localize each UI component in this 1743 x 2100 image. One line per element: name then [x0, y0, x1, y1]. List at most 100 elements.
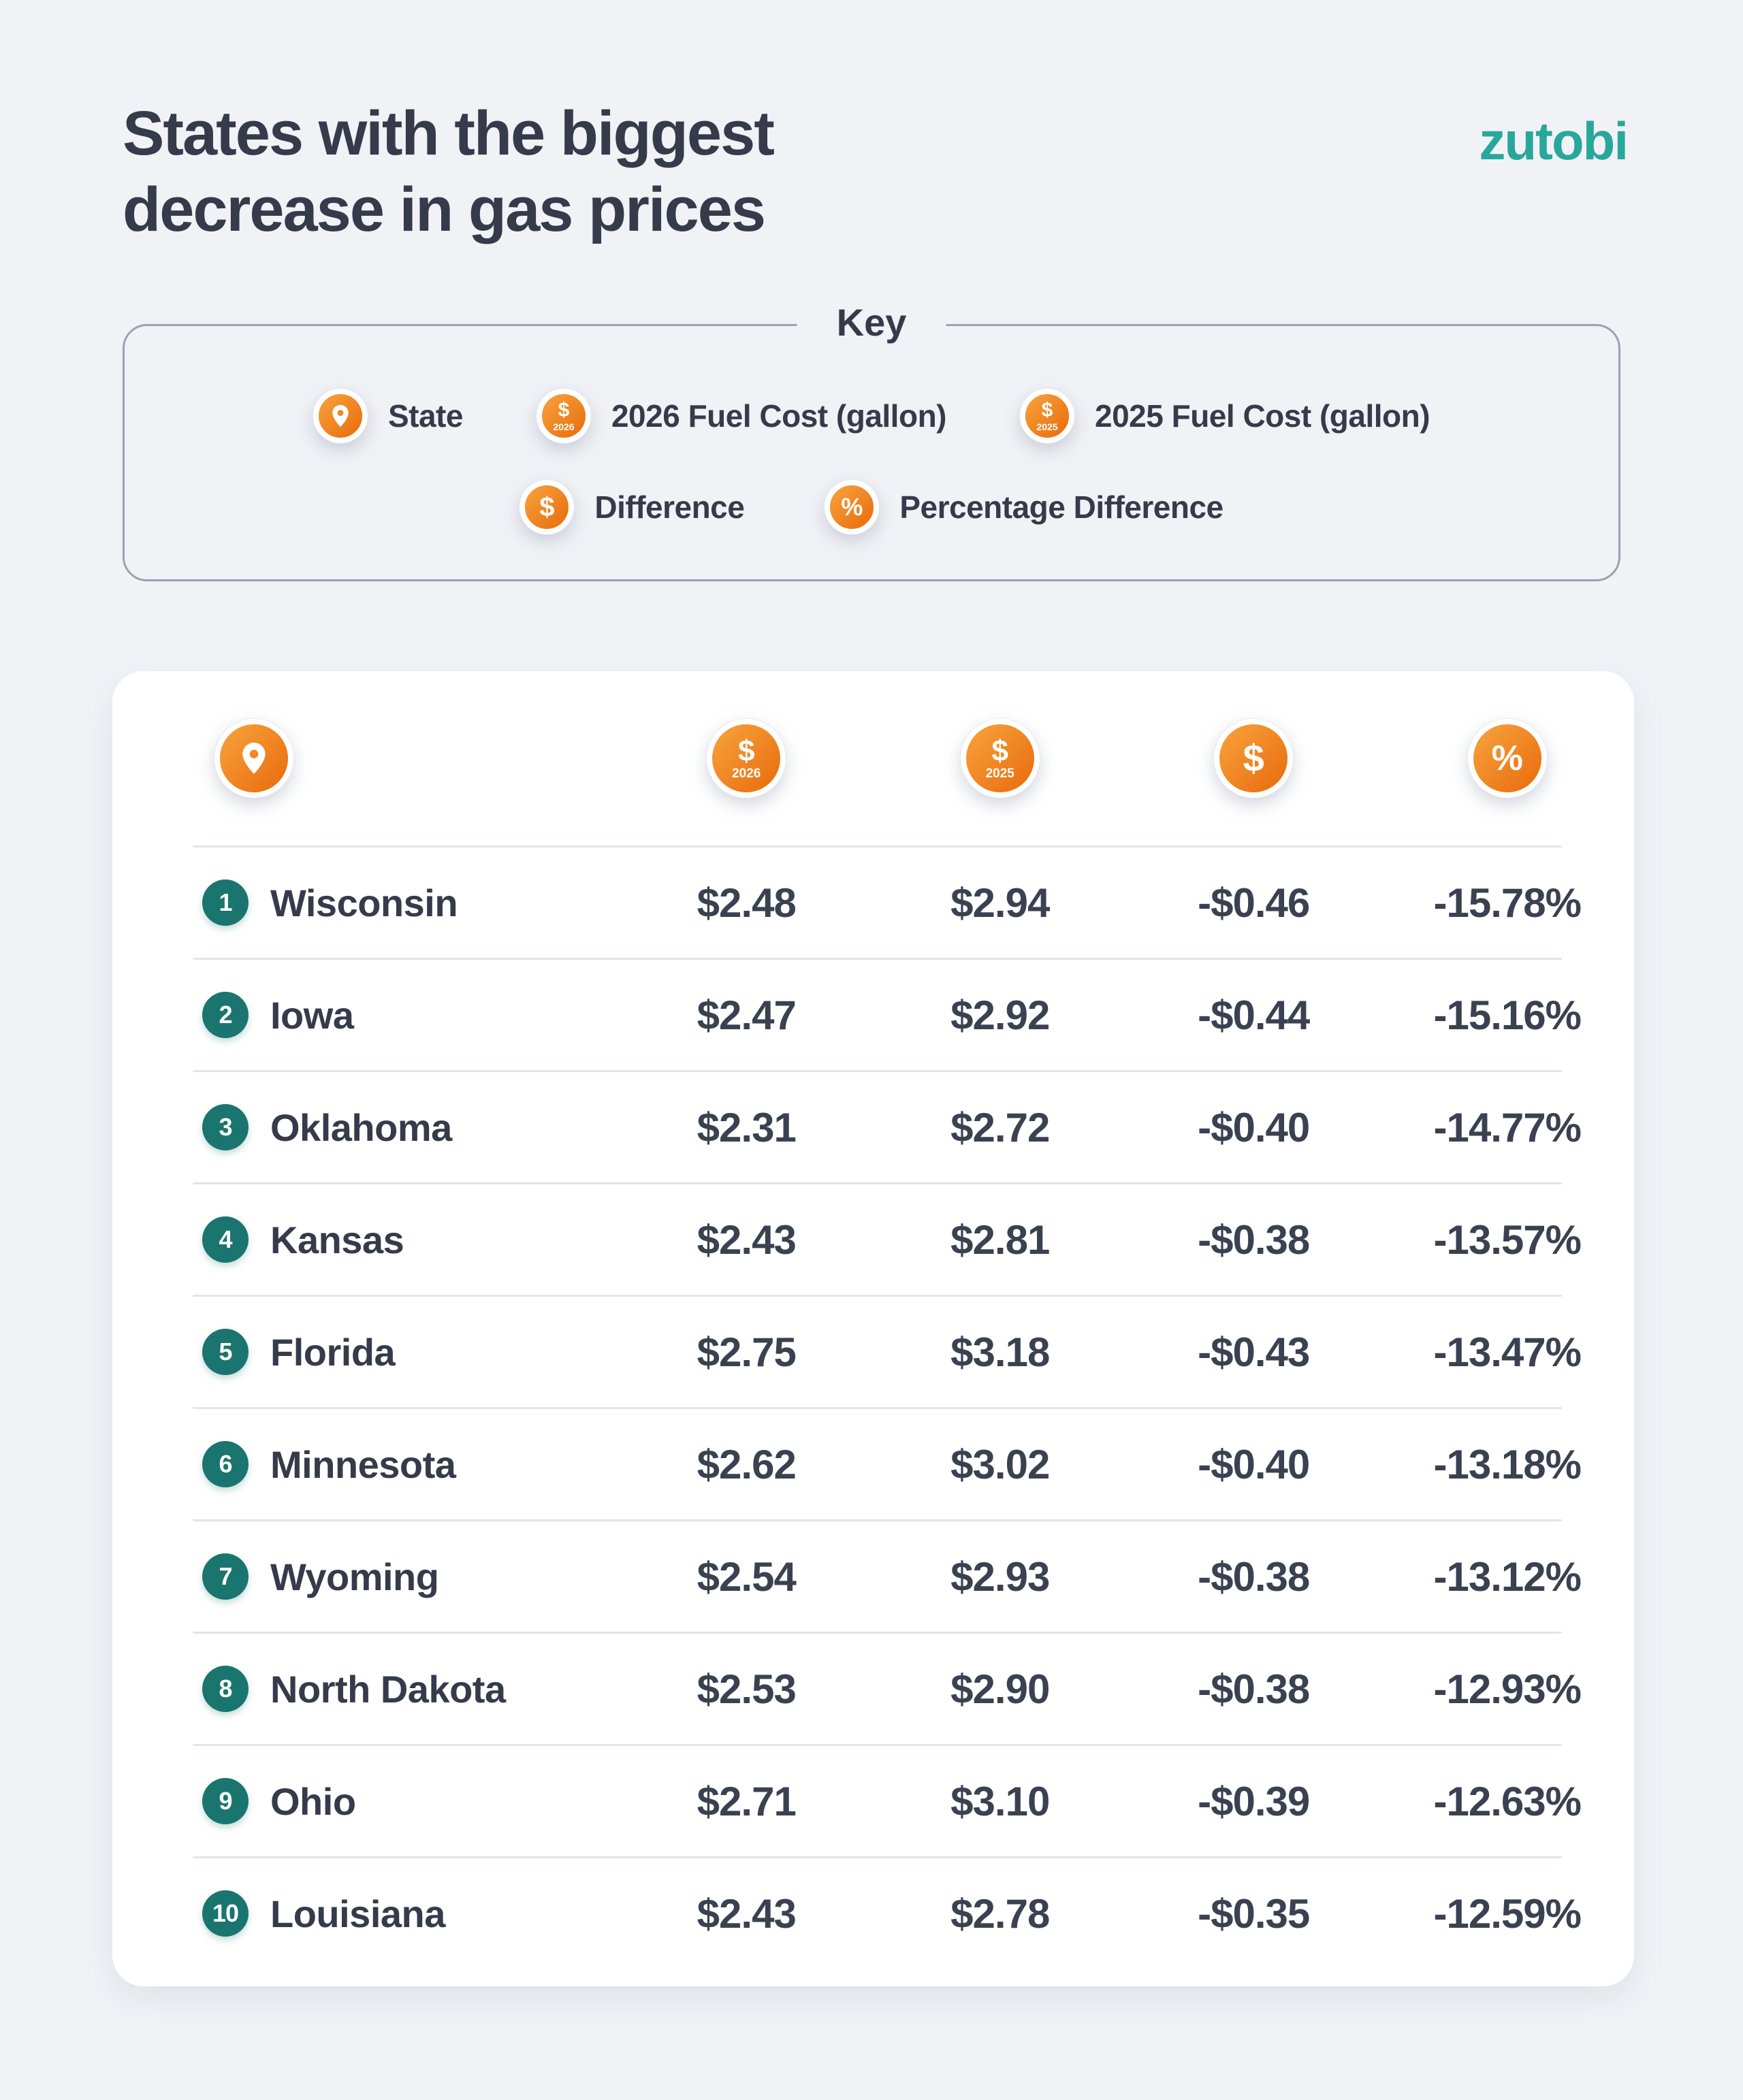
rank-badge: 9	[202, 1778, 249, 1825]
key-item-percentage: % Percentage Difference	[825, 480, 1224, 535]
state-cell: 7 Wyoming	[112, 1553, 620, 1600]
state-cell: 5 Florida	[112, 1329, 620, 1376]
difference-value: -$0.44	[1198, 992, 1310, 1038]
key-label-fuel-2025: 2025 Fuel Cost (gallon)	[1094, 398, 1430, 434]
dollar-glyph: $	[1041, 399, 1053, 422]
year-2026-glyph: 2026	[553, 421, 575, 432]
header-state-column	[112, 719, 620, 798]
row-divider	[193, 1182, 1562, 1185]
page-title-line1: States with the biggest	[123, 99, 775, 168]
table-row: 5 Florida $2.75 $3.18 -$0.43 -13.47%	[112, 1297, 1634, 1407]
percent-glyph: %	[841, 493, 863, 521]
fuel-2026-value: $2.43	[697, 1216, 797, 1263]
fuel-2026-value: $2.47	[697, 992, 797, 1038]
key-item-difference: $ Difference	[519, 480, 745, 535]
state-name: Iowa	[270, 993, 354, 1037]
difference-value: -$0.43	[1198, 1329, 1310, 1375]
state-name: Florida	[270, 1330, 396, 1374]
fuel-2025-value: $2.78	[950, 1890, 1050, 1937]
difference-value: -$0.35	[1198, 1890, 1310, 1937]
fuel-2026-value: $2.62	[697, 1441, 797, 1487]
fuel-2026-value: $2.71	[697, 1778, 797, 1824]
difference-value: -$0.39	[1198, 1778, 1310, 1824]
table-row: 1 Wisconsin $2.48 $2.94 -$0.46 -15.78%	[112, 847, 1634, 958]
key-item-fuel-2026: $ 2026 2026 Fuel Cost (gallon)	[536, 389, 947, 444]
percentage-value: -13.47%	[1433, 1329, 1582, 1375]
state-name: North Dakota	[270, 1667, 506, 1711]
rank-badge: 1	[202, 879, 249, 926]
table-row: 4 Kansas $2.43 $2.81 -$0.38 -13.57%	[112, 1184, 1634, 1295]
row-divider	[193, 1407, 1562, 1410]
table-header: $ 2026 $ 2025 $ %	[112, 671, 1634, 845]
row-divider	[193, 1295, 1562, 1297]
dollar-icon: $	[1214, 719, 1294, 798]
dollar-2025-icon: $ 2025	[960, 719, 1040, 798]
state-cell: 4 Kansas	[112, 1216, 620, 1263]
key-box: Key State $ 2026 2026 Fuel Cost (gallon)	[123, 300, 1620, 582]
header-fuel-2025-column: $ 2025	[960, 719, 1040, 798]
dollar-glyph: $	[1243, 737, 1264, 780]
key-label-difference: Difference	[594, 489, 745, 526]
fuel-2025-value: $3.02	[950, 1441, 1050, 1487]
row-divider	[193, 1519, 1562, 1522]
dollar-glyph: $	[991, 734, 1008, 768]
row-divider	[193, 1744, 1562, 1747]
key-row-1: State $ 2026 2026 Fuel Cost (gallon) $ 2…	[152, 389, 1591, 444]
fuel-2025-value: $2.93	[950, 1553, 1050, 1600]
state-name: Louisiana	[270, 1892, 445, 1935]
key-label-fuel-2026: 2026 Fuel Cost (gallon)	[611, 398, 947, 434]
header-difference-column: $	[1214, 719, 1294, 798]
table-row: 3 Oklahoma $2.31 $2.72 -$0.40 -14.77%	[112, 1072, 1634, 1182]
dollar-2026-icon: $ 2026	[536, 389, 591, 444]
percentage-value: -15.16%	[1433, 992, 1582, 1038]
fuel-2026-value: $2.53	[697, 1666, 797, 1712]
state-cell: 8 North Dakota	[112, 1666, 620, 1713]
fuel-2026-value: $2.75	[697, 1329, 797, 1375]
percentage-value: -13.18%	[1433, 1441, 1582, 1487]
state-name: Wisconsin	[270, 881, 458, 924]
dollar-glyph: $	[539, 492, 555, 523]
dollar-2025-icon: $ 2025	[1019, 389, 1074, 444]
percentage-value: -12.59%	[1433, 1890, 1582, 1937]
percent-icon: %	[1467, 719, 1547, 798]
state-name: Wyoming	[270, 1555, 439, 1598]
location-pin-icon	[214, 719, 293, 798]
table-row: 7 Wyoming $2.54 $2.93 -$0.38 -13.12%	[112, 1521, 1634, 1632]
row-divider	[193, 1632, 1562, 1634]
page-title: States with the biggest decrease in gas …	[123, 95, 775, 248]
percent-glyph: %	[1491, 739, 1523, 779]
fuel-2025-value: $2.90	[950, 1666, 1050, 1712]
rank-badge: 7	[202, 1553, 249, 1600]
key-title: Key	[797, 300, 946, 345]
dollar-icon: $	[519, 480, 575, 535]
percentage-value: -13.12%	[1433, 1553, 1582, 1600]
state-cell: 2 Iowa	[112, 992, 620, 1039]
percentage-value: -14.77%	[1433, 1104, 1582, 1150]
fuel-2026-value: $2.43	[697, 1890, 797, 1937]
key-label-percentage: Percentage Difference	[899, 489, 1224, 526]
percentage-value: -12.63%	[1433, 1778, 1582, 1824]
header-percentage-column: %	[1467, 719, 1547, 798]
year-2026-glyph: 2026	[732, 766, 761, 781]
year-2025-glyph: 2025	[1036, 421, 1058, 432]
header-divider	[193, 845, 1562, 848]
location-pin-icon	[313, 389, 368, 444]
table-row: 9 Ohio $2.71 $3.10 -$0.39 -12.63%	[112, 1746, 1634, 1856]
year-2025-glyph: 2025	[985, 766, 1014, 781]
key-label-state: State	[387, 398, 463, 434]
rank-badge: 6	[202, 1441, 249, 1488]
zutobi-logo: zutobi	[1479, 111, 1629, 171]
dollar-glyph: $	[738, 734, 755, 768]
rank-badge: 4	[202, 1216, 249, 1263]
rank-badge: 5	[202, 1329, 249, 1376]
difference-value: -$0.38	[1198, 1216, 1310, 1263]
state-name: Kansas	[270, 1218, 404, 1261]
state-name: Oklahoma	[270, 1105, 452, 1149]
fuel-2026-value: $2.54	[697, 1553, 797, 1600]
percentage-value: -15.78%	[1433, 879, 1582, 926]
rank-badge: 10	[202, 1890, 249, 1937]
fuel-2026-value: $2.31	[697, 1104, 797, 1150]
table-row: 10 Louisiana $2.43 $2.78 -$0.35 -12.59%	[112, 1858, 1634, 1969]
row-divider	[193, 1856, 1562, 1859]
difference-value: -$0.38	[1198, 1553, 1310, 1600]
